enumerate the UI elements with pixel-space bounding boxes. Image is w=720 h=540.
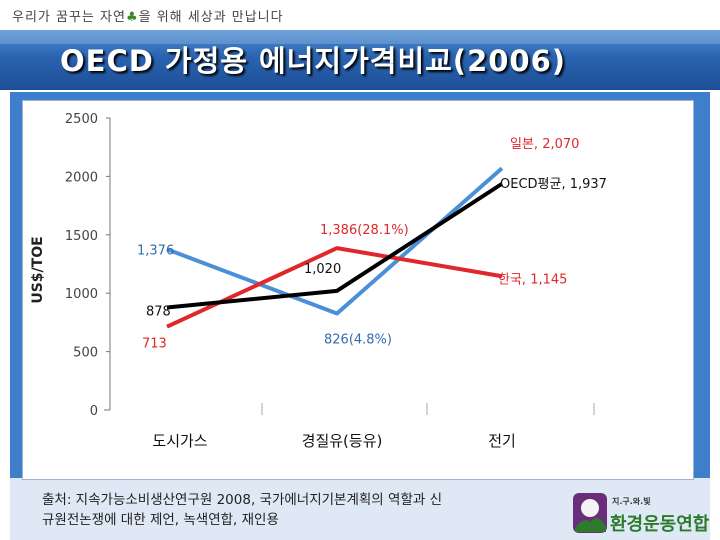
chart-panel: [22, 100, 694, 480]
data-label: 826(4.8%): [324, 333, 392, 348]
y-axis-label: US$/TOE: [30, 236, 46, 303]
x-tick-label: 경질유(등유): [302, 432, 383, 450]
organization-logo: 지.구.와.빛 환경운동연합: [570, 490, 716, 538]
x-tick-label: 도시가스: [152, 432, 207, 450]
data-label: 1,020: [304, 262, 341, 277]
data-label: 한국, 1,145: [498, 272, 567, 287]
y-tick-label: 1500: [65, 229, 98, 244]
series-line-OECD평균: [166, 182, 504, 310]
y-tick-label: 0: [90, 404, 98, 419]
data-label-group: 1,376 826(4.8%) 일본, 2,070 713 1,386(28.1%) 한국…: [137, 137, 607, 351]
source-line-1: 출처: 지속가능소비생산연구원 2008, 국가에너지기본계획의 역할과 신: [42, 492, 442, 508]
logo-mark-icon: [573, 493, 607, 533]
source-line-2: 규원전논쟁에 대한 제언, 녹색연합, 재인용: [42, 512, 279, 528]
y-tick-label: 500: [73, 346, 98, 361]
data-label: 713: [142, 337, 167, 352]
series-line-한국: [166, 246, 503, 329]
slogan: 우리가 꿈꾸는 자연♣을 위해 세상과 만납니다: [12, 6, 284, 25]
data-label: 878: [146, 304, 171, 319]
y-tick-label: 2000: [65, 170, 98, 185]
source-note: 출처: 지속가능소비생산연구원 2008, 국가에너지기본계획의 역할과 신 규…: [42, 490, 562, 530]
x-tick-label: 전기: [488, 432, 516, 450]
y-tick-group: 0 500 1000 1500 2000 2500: [65, 112, 110, 419]
slogan-post: 을 위해 세상과 만납니다: [138, 10, 284, 25]
title-band: [0, 30, 720, 90]
y-tick-label: 2500: [65, 112, 98, 127]
slogan-pre: 우리가 꿈꾸는 자연: [12, 10, 126, 25]
data-label: 일본, 2,070: [510, 137, 579, 152]
logo-tagline: 지.구.와.빛: [612, 497, 651, 506]
data-label: 1,386(28.1%): [320, 223, 409, 238]
chart-axes: [104, 118, 111, 411]
x-tick-group: 도시가스 경질유(등유) 전기: [152, 403, 595, 450]
series-line-일본: [166, 166, 504, 316]
data-label: 1,376: [137, 243, 174, 258]
logo-name: 환경운동연합: [610, 514, 710, 535]
data-label: OECD평균, 1,937: [500, 177, 607, 192]
y-tick-label: 1000: [65, 287, 98, 302]
sprout-icon: ♣: [125, 10, 139, 25]
series-group: [166, 166, 504, 329]
line-chart: 0 500 1000 1500 2000 2500 도시가스 경질유(등유) 전기 US$/T…: [30, 112, 607, 450]
page-title: OECD 가정용 에너지가격비교(2006): [60, 44, 567, 78]
